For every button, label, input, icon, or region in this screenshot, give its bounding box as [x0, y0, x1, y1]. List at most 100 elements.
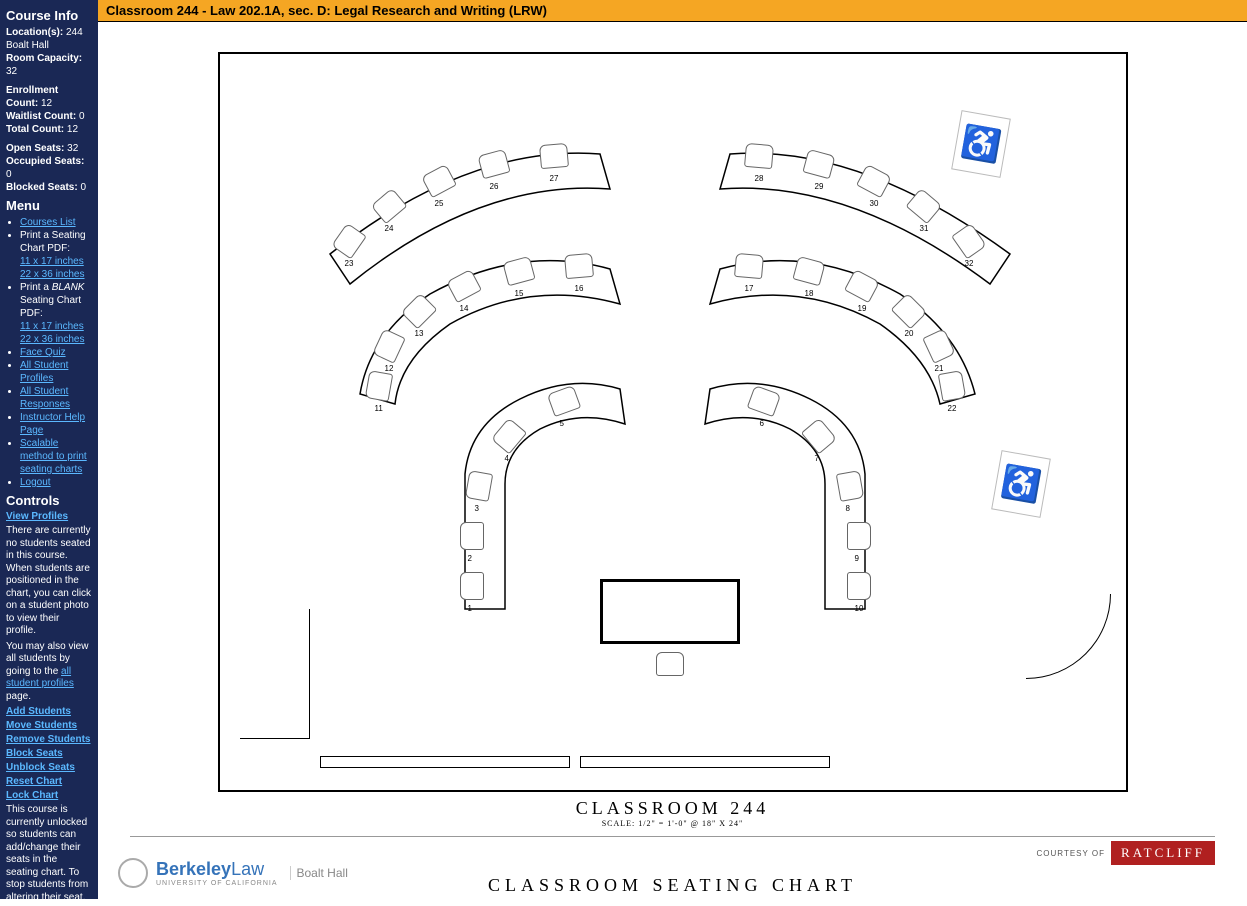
seat-number: 17 [745, 284, 754, 293]
menu-list: Courses List Print a Seating Chart PDF: … [6, 216, 92, 489]
seat-number: 29 [815, 182, 824, 191]
seat-number: 9 [855, 554, 859, 563]
pdf-11x17-link[interactable]: 11 x 17 inches [20, 256, 84, 267]
seat-chair[interactable] [564, 253, 594, 279]
seat-number: 21 [935, 364, 944, 373]
seat-number: 26 [490, 182, 499, 191]
unblock-seats-link[interactable]: Unblock Seats [6, 762, 92, 773]
seat-number: 22 [948, 404, 957, 413]
seat-number: 32 [965, 259, 974, 268]
move-students-link[interactable]: Move Students [6, 720, 92, 731]
seat-number: 5 [560, 419, 564, 428]
print-pdf-label: Print a Seating Chart PDF: [20, 230, 86, 254]
seat-number: 14 [460, 304, 469, 313]
enrollment-line: Enrollment Count: 12 [6, 84, 92, 110]
seat-chair[interactable] [460, 522, 484, 550]
seat-number: 16 [575, 284, 584, 293]
logout-link[interactable]: Logout [20, 477, 51, 488]
logo-text: BerkeleyLaw [156, 859, 278, 880]
occupied-seats-line: Occupied Seats: 0 [6, 155, 92, 181]
logo-side: Boalt Hall [290, 866, 348, 880]
courses-list-link[interactable]: Courses List [20, 217, 76, 228]
wheelchair-icon: ♿ [951, 110, 1011, 178]
location-line: Location(s): 244 Boalt Hall [6, 26, 92, 52]
room-scale: SCALE: 1/2" = 1'-0" @ 18" X 24" [118, 819, 1227, 828]
lock-chart-link[interactable]: Lock Chart [6, 790, 92, 801]
seat-number: 2 [468, 554, 472, 563]
seat-chair[interactable] [464, 470, 492, 502]
lectern-chair [656, 652, 684, 676]
seat-number: 12 [385, 364, 394, 373]
controls-help-2: You may also view all students by going … [6, 641, 92, 704]
seat-number: 10 [855, 604, 864, 613]
wheelchair-icon: ♿ [991, 450, 1051, 518]
reset-chart-link[interactable]: Reset Chart [6, 776, 92, 787]
waitlist-line: Waitlist Count: 0 [6, 110, 92, 123]
blocked-seats-line: Blocked Seats: 0 [6, 181, 92, 194]
seat-number: 13 [415, 329, 424, 338]
seat-number: 28 [755, 174, 764, 183]
seat-number: 23 [345, 259, 354, 268]
seat-number: 19 [858, 304, 867, 313]
seat-number: 1 [468, 604, 472, 613]
blank-22x36-link[interactable]: 22 x 36 inches [20, 334, 85, 345]
courtesy-label: COURTESY OF [1037, 849, 1106, 858]
instructor-help-link[interactable]: Instructor Help Page [20, 412, 85, 436]
menu-heading: Menu [6, 198, 92, 213]
seat-number: 25 [435, 199, 444, 208]
total-line: Total Count: 12 [6, 123, 92, 136]
seat-number: 18 [805, 289, 814, 298]
seat-chair[interactable] [539, 143, 569, 169]
controls-help-1: There are currently no students seated i… [6, 525, 92, 638]
ratcliff-logo: RATCLIFF [1111, 841, 1215, 865]
room-floorplan: 2324252627282930313211121314151617181920… [218, 52, 1128, 792]
room-label: CLASSROOM 244 [118, 798, 1227, 819]
door-left [240, 609, 310, 739]
seat-number: 7 [815, 454, 819, 463]
capacity-line: Room Capacity: 32 [6, 52, 92, 78]
seat-number: 31 [920, 224, 929, 233]
print-blank-label: Print a BLANK Seating Chart PDF: [20, 282, 84, 319]
open-seats-line: Open Seats: 32 [6, 142, 92, 155]
lock-help-text: This course is currently unlocked so stu… [6, 804, 92, 899]
logo-subtext: UNIVERSITY OF CALIFORNIA [156, 880, 278, 887]
seat-number: 20 [905, 329, 914, 338]
seat-number: 11 [375, 404, 383, 413]
controls-heading: Controls [6, 493, 92, 508]
seat-number: 30 [870, 199, 879, 208]
lectern-desk [600, 579, 740, 644]
seal-icon [118, 858, 148, 888]
view-profiles-link[interactable]: View Profiles [6, 511, 92, 522]
block-seats-link[interactable]: Block Seats [6, 748, 92, 759]
seat-number: 24 [385, 224, 394, 233]
all-responses-link[interactable]: All Student Responses [20, 386, 70, 410]
whiteboard-right [580, 756, 830, 768]
seat-number: 8 [846, 504, 850, 513]
seat-number: 4 [505, 454, 509, 463]
pdf-22x36-link[interactable]: 22 x 36 inches [20, 269, 85, 280]
whiteboard-left [320, 756, 570, 768]
seat-chair[interactable] [835, 470, 863, 502]
all-profiles-link[interactable]: All Student Profiles [20, 360, 68, 384]
seat-chair[interactable] [847, 522, 871, 550]
seat-chair[interactable] [364, 370, 392, 402]
scalable-print-link[interactable]: Scalable method to print seating charts [20, 438, 87, 475]
seat-number: 27 [550, 174, 559, 183]
seat-chair[interactable] [744, 143, 774, 169]
course-info-heading: Course Info [6, 8, 92, 23]
main-area: Classroom 244 - Law 202.1A, sec. D: Lega… [98, 0, 1247, 899]
blank-11x17-link[interactable]: 11 x 17 inches [20, 321, 84, 332]
seat-number: 6 [760, 419, 764, 428]
sidebar: Course Info Location(s): 244 Boalt Hall … [0, 0, 98, 899]
page-title: Classroom 244 - Law 202.1A, sec. D: Lega… [98, 0, 1247, 22]
seat-chair[interactable] [460, 572, 484, 600]
seat-chair[interactable] [847, 572, 871, 600]
add-students-link[interactable]: Add Students [6, 706, 92, 717]
seat-number: 15 [515, 289, 524, 298]
seat-number: 3 [475, 504, 479, 513]
face-quiz-link[interactable]: Face Quiz [20, 347, 66, 358]
remove-students-link[interactable]: Remove Students [6, 734, 92, 745]
seat-chair[interactable] [937, 370, 965, 402]
berkeley-logo: BerkeleyLaw UNIVERSITY OF CALIFORNIA Boa… [118, 858, 348, 888]
seat-chair[interactable] [734, 253, 764, 279]
